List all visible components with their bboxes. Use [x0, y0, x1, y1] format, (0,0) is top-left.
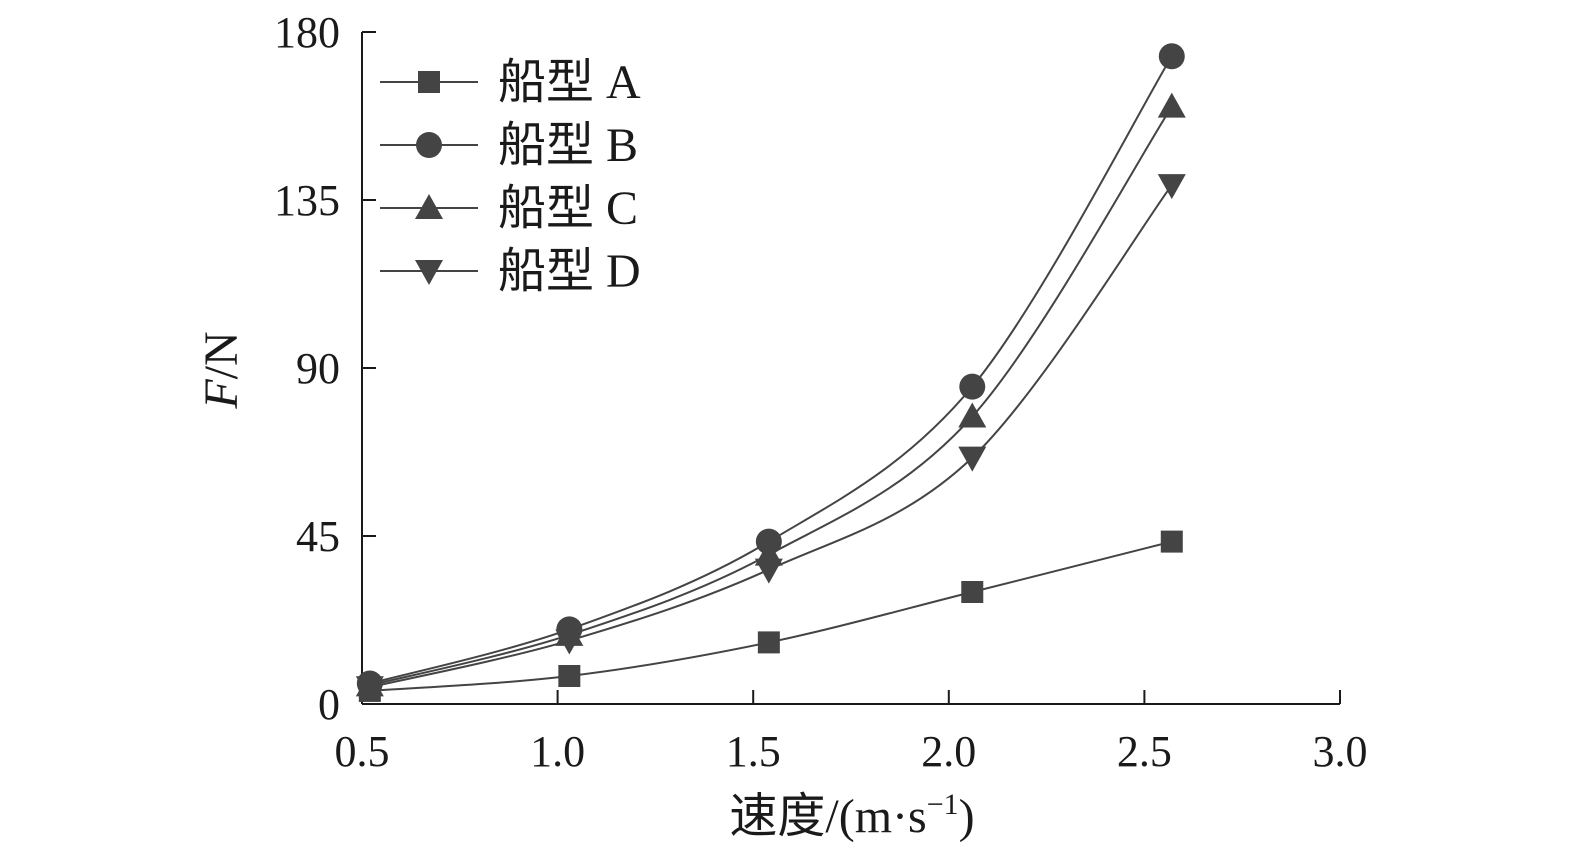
x-tick-label: 2.0 — [921, 727, 976, 776]
data-point — [958, 402, 987, 428]
data-point — [1157, 92, 1186, 118]
series-4 — [355, 174, 1186, 702]
series-3 — [355, 92, 1186, 697]
y-axis-title-italic: F — [195, 379, 248, 410]
data-point — [959, 373, 986, 400]
legend-label: 船型 A — [498, 56, 641, 109]
data-point — [754, 558, 783, 584]
x-tick-label: 1.5 — [726, 727, 781, 776]
legend-label: 船型 C — [498, 182, 638, 235]
x-tick-label: 2.5 — [1117, 727, 1172, 776]
x-tick-label: 0.5 — [335, 727, 390, 776]
data-point — [961, 581, 984, 603]
series-line — [369, 55, 1173, 685]
legend-marker — [416, 132, 442, 158]
y-axis-title: F/N — [195, 331, 248, 409]
legend-label: 船型 B — [498, 119, 638, 172]
axes: 0 45 90 135 180 0.5 1.0 1.5 2.0 2.5 3.0 — [274, 8, 1368, 776]
x-axis-title-close: ) — [959, 790, 975, 843]
x-axis-title: 速度/(m·s−1) — [729, 788, 974, 843]
series-line — [369, 184, 1173, 689]
y-axis-title-rest: /N — [195, 331, 248, 379]
y-tick-label: 135 — [274, 176, 340, 225]
legend-item: 船型 B — [380, 119, 638, 172]
data-point — [958, 446, 987, 472]
x-tick-label: 1.0 — [530, 727, 585, 776]
data-point — [555, 629, 584, 655]
legend: 船型 A 船型 B 船型 C 船型 D — [380, 56, 641, 298]
y-tick-label: 90 — [296, 344, 340, 393]
data-point — [355, 676, 384, 702]
data-point — [757, 631, 780, 654]
y-tick-label: 0 — [318, 680, 340, 729]
y-tick-label: 45 — [296, 512, 340, 561]
x-tick-label: 3.0 — [1313, 727, 1368, 776]
x-axis-title-main: 速度/(m·s — [729, 790, 926, 843]
data-point — [1158, 43, 1185, 70]
legend-label: 船型 D — [498, 245, 641, 298]
legend-marker — [415, 194, 443, 219]
legend-item: 船型 D — [380, 245, 641, 298]
series-1 — [358, 530, 1183, 702]
legend-marker — [415, 260, 443, 285]
data-point — [558, 665, 581, 687]
legend-marker — [418, 71, 440, 93]
data-point — [1160, 530, 1183, 553]
legend-item: 船型 A — [380, 56, 641, 109]
series-layer — [355, 43, 1186, 702]
series-line — [369, 106, 1173, 687]
data-point — [1157, 174, 1186, 200]
series-2 — [356, 43, 1185, 697]
x-axis-title-sup: −1 — [927, 788, 959, 821]
legend-item: 船型 C — [380, 182, 638, 235]
y-tick-label: 180 — [274, 8, 340, 57]
